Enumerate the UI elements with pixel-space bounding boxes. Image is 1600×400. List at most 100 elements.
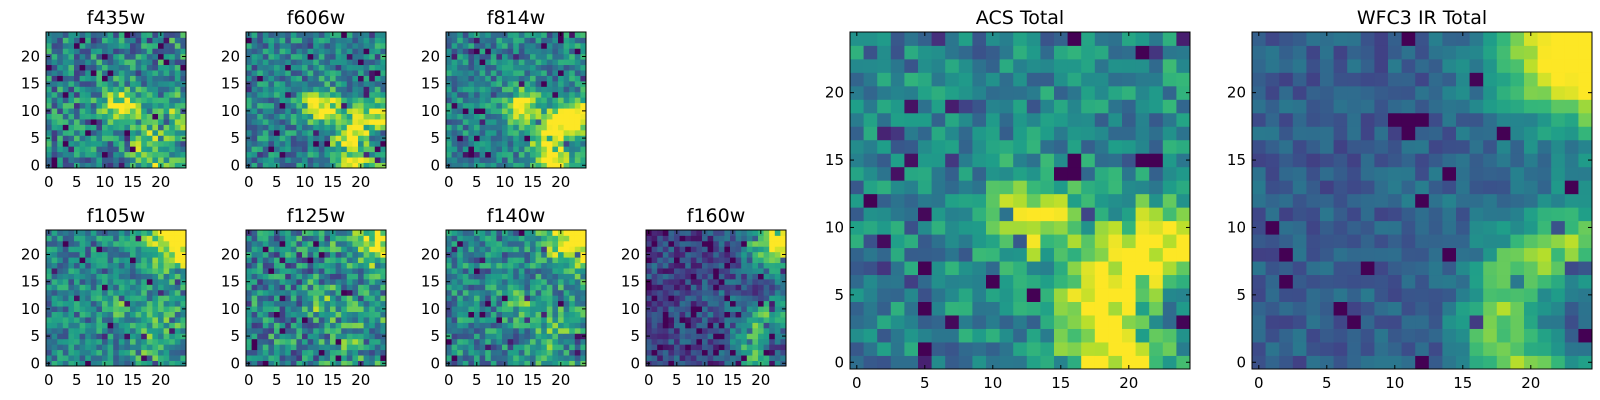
heatmap-cell (146, 344, 153, 351)
heatmap-cell (335, 108, 342, 114)
heatmap-cell (79, 129, 86, 136)
heatmap-cell (541, 360, 548, 367)
heatmap-cell (346, 37, 353, 44)
heatmap-cell (257, 86, 264, 93)
heatmap-cell (174, 344, 181, 351)
heatmap-cell (524, 119, 531, 125)
heatmap-cell (358, 140, 364, 147)
heatmap-cell (163, 91, 170, 98)
heatmap-cell (513, 284, 520, 291)
heatmap-cell (318, 278, 325, 285)
heatmap-cell (174, 322, 181, 329)
heatmap-cell (346, 355, 353, 361)
heatmap-cell (180, 64, 187, 71)
x-tick-label: 15 (323, 173, 342, 191)
heatmap-cell (180, 157, 187, 163)
heatmap-cell (51, 268, 58, 274)
heatmap-cell (457, 257, 464, 264)
heatmap-cell (169, 64, 176, 71)
heatmap-cell (696, 257, 703, 264)
heatmap-cell (369, 306, 376, 312)
heatmap-cell (102, 42, 108, 49)
heatmap-cell (96, 246, 103, 253)
heatmap-cell (296, 91, 303, 98)
heatmap-cell (330, 42, 336, 49)
heatmap-cell (268, 230, 275, 236)
x-tick-label: 10 (95, 173, 114, 191)
heatmap-cell (474, 157, 480, 163)
heatmap-cell (752, 333, 759, 340)
heatmap-cell (646, 355, 652, 361)
heatmap-cell (479, 284, 486, 291)
heatmap-cell (474, 102, 480, 109)
heatmap-cell (1162, 274, 1177, 289)
heatmap-cell (251, 230, 258, 236)
heatmap-cell (462, 75, 469, 82)
heatmap-cell (479, 80, 486, 87)
heatmap-cell (118, 124, 125, 131)
heatmap-cell (1026, 207, 1041, 222)
heatmap-cell (496, 278, 503, 285)
heatmap-cell (457, 86, 464, 93)
heatmap-cell (1122, 207, 1136, 222)
heatmap-cell (363, 278, 370, 285)
heatmap-cell (774, 251, 781, 258)
heatmap-cell (730, 333, 736, 340)
heatmap-cell (302, 80, 308, 87)
heatmap-cell (152, 113, 159, 120)
heatmap-cell (574, 151, 581, 158)
heatmap-cell (257, 349, 264, 356)
heatmap-cell (535, 162, 542, 169)
heatmap-cell (302, 113, 308, 120)
heatmap-cell (651, 262, 658, 269)
heatmap-cell (346, 162, 353, 169)
heatmap-cell (1067, 220, 1082, 235)
heatmap-cell (257, 355, 264, 361)
heatmap-cell (163, 246, 170, 253)
heatmap-cell (369, 284, 376, 291)
heatmap-cell (999, 207, 1014, 222)
heatmap-cell (107, 360, 114, 367)
heatmap-cell (135, 97, 142, 104)
heatmap-cell (90, 124, 97, 131)
y-tick-label: 20 (621, 245, 640, 263)
heatmap-cell (74, 129, 80, 136)
heatmap-cell (369, 53, 376, 60)
heatmap-cell (57, 37, 64, 44)
heatmap-cell (290, 251, 297, 258)
heatmap-cell (468, 327, 475, 334)
heatmap-cell (90, 349, 97, 356)
heatmap-cell (518, 146, 525, 153)
heatmap-cell (546, 257, 553, 264)
heatmap-cell (679, 251, 686, 258)
heatmap-cell (513, 289, 520, 296)
heatmap-cell (474, 355, 480, 361)
heatmap-cell (296, 42, 303, 49)
heatmap-cell (1149, 355, 1164, 370)
heatmap-cell (90, 86, 97, 93)
heatmap-cell (352, 251, 359, 258)
heatmap-cell (113, 135, 120, 142)
heatmap-cell (468, 70, 475, 76)
heatmap-cell (146, 53, 153, 60)
heatmap-cell (890, 193, 905, 208)
heatmap-cell (118, 102, 125, 109)
heatmap-cell (468, 64, 475, 71)
heatmap-cell (57, 32, 64, 38)
heatmap-cell (246, 70, 252, 76)
heatmap-cell (158, 80, 164, 87)
heatmap-cell (462, 333, 469, 340)
heatmap-cell (479, 262, 486, 269)
heatmap-cell (774, 306, 781, 312)
heatmap-cell (502, 300, 508, 307)
x-tick-label: 0 (244, 173, 254, 191)
heatmap-cell (313, 129, 320, 136)
heatmap-cell (541, 306, 548, 312)
heatmap-cell (563, 306, 570, 312)
heatmap-cell (302, 262, 308, 269)
heatmap-cell (96, 124, 103, 131)
heatmap-cell (462, 344, 469, 351)
heatmap-cell (507, 108, 514, 114)
heatmap-cell (890, 153, 905, 168)
heatmap-cell (451, 97, 458, 104)
